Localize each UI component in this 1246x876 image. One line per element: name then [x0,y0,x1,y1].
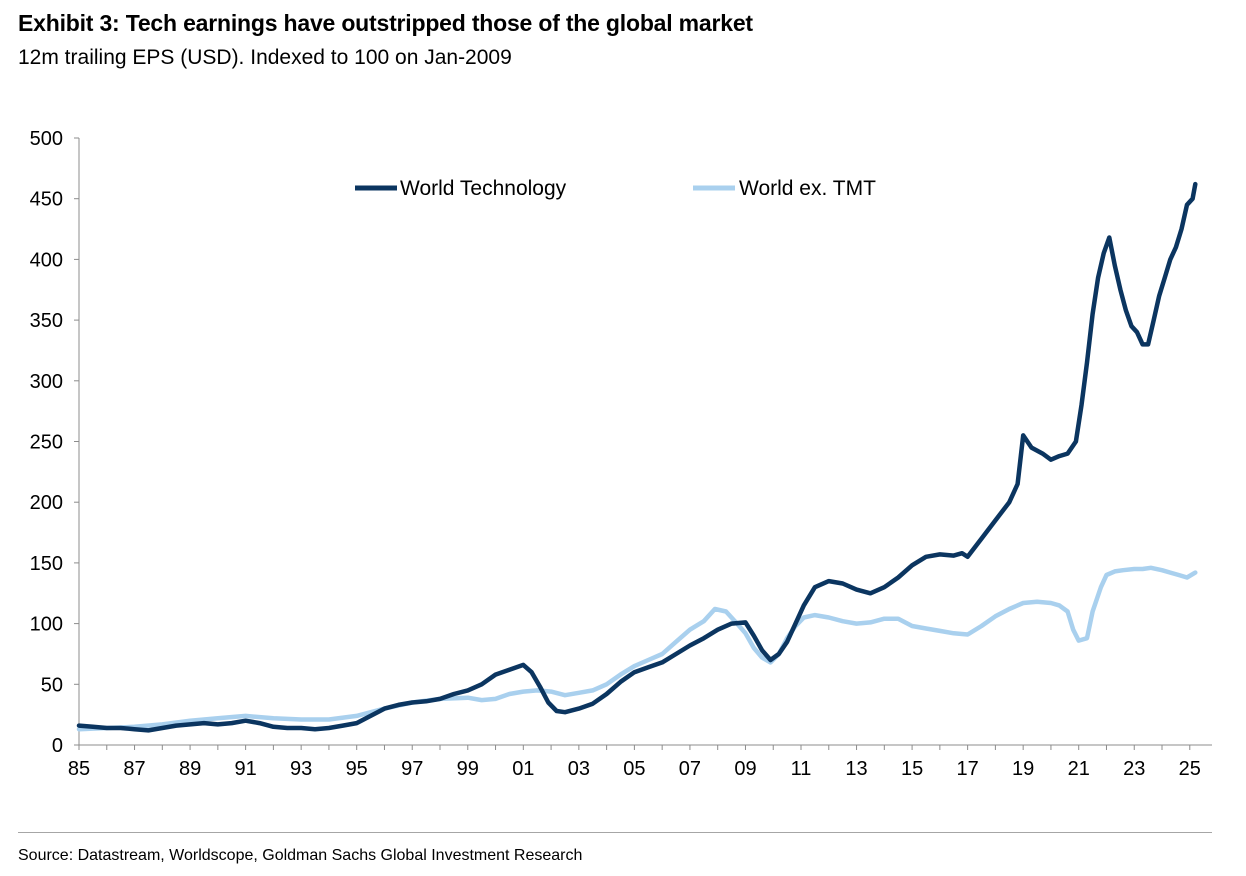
x-tick-label: 19 [1012,758,1034,780]
legend-label: World Technology [400,177,567,200]
x-tick-label: 93 [290,758,312,780]
x-tick-label: 91 [234,758,256,780]
x-tick-label: 11 [791,758,812,780]
x-tick-label: 97 [401,758,423,780]
x-tick-label: 03 [568,758,590,780]
chart-title: Exhibit 3: Tech earnings have outstrippe… [18,10,753,36]
x-tick-label: 99 [457,758,479,780]
chart-series [76,181,1198,733]
y-tick-label: 0 [52,735,63,757]
y-tick-label: 500 [30,128,63,150]
y-tick-label: 450 [30,189,63,211]
chart-legend: World Technology World ex. TMT [355,177,876,200]
x-tick-label: 05 [623,758,645,780]
chart-subtitle: 12m trailing EPS (USD). Indexed to 100 o… [18,46,512,69]
y-tick-label: 200 [30,492,63,514]
x-tick-label: 23 [1123,758,1145,780]
x-tick-label: 15 [901,758,923,780]
y-tick-label: 50 [41,674,63,696]
x-tick-label: 85 [68,758,90,780]
y-tick-label: 400 [30,249,63,271]
x-tick-label: 25 [1179,758,1201,780]
x-tick-label: 95 [346,758,368,780]
series-line-world-ex-tmt [76,565,1198,732]
x-tick-label: 21 [1068,758,1090,780]
x-tick-label: 17 [957,758,979,780]
x-tick-label: 09 [734,758,756,780]
y-tick-label: 350 [30,310,63,332]
source-note: Source: Datastream, Worldscope, Goldman … [18,847,583,864]
y-tick-label: 150 [30,553,63,575]
series-line-world-technology [76,181,1198,733]
x-tick-label: 13 [845,758,867,780]
legend-label: World ex. TMT [739,177,876,200]
footer-divider [18,832,1212,833]
y-tick-label: 250 [30,432,63,454]
y-tick-label: 100 [30,614,63,636]
x-tick-label: 01 [512,758,534,780]
y-tick-label: 300 [30,371,63,393]
x-tick-label: 87 [123,758,145,780]
x-tick-label: 07 [679,758,701,780]
x-tick-label: 89 [179,758,201,780]
